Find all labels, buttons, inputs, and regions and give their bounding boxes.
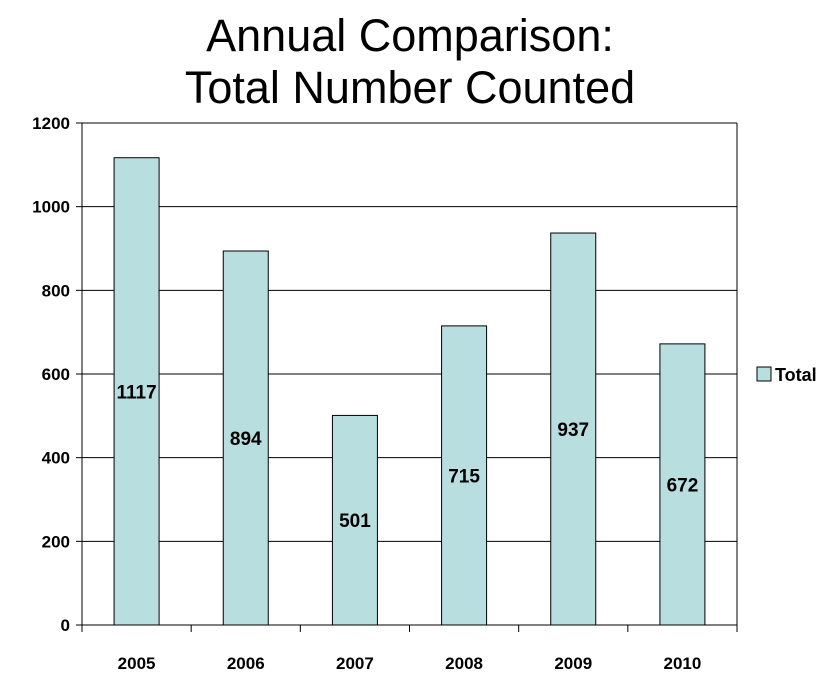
bar (441, 325, 488, 626)
data-label: 1117 (116, 382, 156, 403)
data-label: 894 (230, 429, 262, 450)
data-label: 937 (557, 420, 589, 441)
y-tick-label: 1200 (32, 114, 70, 133)
data-label: 501 (339, 511, 371, 532)
x-tick-label: 2006 (227, 654, 265, 673)
chart-title: Annual Comparison: Total Number Counted (80, 10, 740, 114)
x-tick-label: 2010 (664, 654, 702, 673)
y-tick-label: 600 (42, 365, 70, 384)
legend-swatch (756, 366, 772, 382)
data-label: 672 (667, 475, 699, 496)
chart-title-line-1: Annual Comparison: (206, 10, 614, 61)
y-tick-label: 0 (61, 616, 70, 635)
bar (222, 250, 269, 626)
x-tick-label: 2008 (445, 654, 483, 673)
bar (331, 414, 378, 626)
y-tick-label: 200 (42, 532, 70, 551)
bar (113, 157, 160, 626)
y-tick-label: 1000 (32, 198, 70, 217)
chart-title-line-2: Total Number Counted (184, 62, 636, 113)
data-label: 715 (448, 466, 480, 487)
y-tick-label: 800 (42, 281, 70, 300)
y-tick-label: 400 (42, 449, 70, 468)
x-tick-label: 2007 (336, 654, 374, 673)
bar (550, 232, 597, 626)
x-tick-label: 2005 (118, 654, 156, 673)
legend-label: Total (775, 365, 817, 385)
x-tick-label: 2009 (554, 654, 592, 673)
